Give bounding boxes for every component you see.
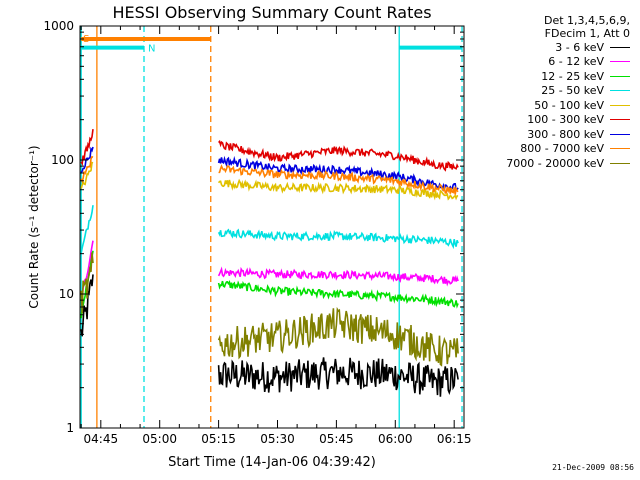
x-axis-label: Start Time (14-Jan-06 04:39:42) (168, 455, 376, 470)
legend-entry: 7000 - 20000 keV (474, 156, 634, 171)
x-tick-label: 05:30 (260, 432, 295, 446)
y-axis-label: Count Rate (s⁻¹ detector⁻¹) (27, 145, 41, 308)
legend-swatch (610, 75, 630, 77)
generated-timestamp: 21-Dec-2009 08:56 (552, 463, 634, 472)
legend-swatch (610, 162, 630, 164)
legend-swatch (610, 90, 630, 92)
series-line (218, 164, 459, 195)
series-line (217, 155, 459, 193)
series-line (80, 128, 94, 167)
legend-swatch (610, 148, 630, 150)
legend-entry: 300 - 800 keV (474, 127, 634, 142)
x-tick-label: 05:00 (142, 432, 177, 446)
legend-entry: 100 - 300 keV (474, 113, 634, 128)
legend-entry: 6 - 12 keV (474, 55, 634, 70)
flag-label: S (83, 34, 89, 45)
series-line (217, 306, 459, 367)
legend-entry: 3 - 6 keV (474, 40, 634, 55)
x-tick-label: 06:15 (437, 432, 472, 446)
legend-swatch (610, 61, 630, 63)
plot-frame (79, 25, 465, 429)
legend-swatch (610, 104, 630, 106)
series-line (217, 228, 459, 250)
y-tick-label: 10 (59, 287, 74, 301)
series-line (217, 357, 459, 397)
series-line (218, 139, 459, 172)
x-tick-label: 05:15 (201, 432, 236, 446)
legend-swatch (610, 119, 630, 121)
legend-entry: 12 - 25 keV (474, 69, 634, 84)
series-line (217, 266, 459, 287)
series-line (80, 146, 94, 173)
series-line (217, 178, 459, 201)
x-tick-label: 05:45 (319, 432, 354, 446)
y-tick-label: 100 (51, 153, 74, 167)
chart-title: HESSI Observing Summary Count Rates (112, 3, 431, 22)
legend-label: 25 - 50 keV (541, 84, 604, 98)
legend-entry: 800 - 7000 keV (474, 142, 634, 157)
legend: Det 1,3,4,5,6,9, FDecim 1, Att 0 3 - 6 k… (474, 14, 634, 171)
legend-label: 6 - 12 keV (548, 55, 604, 69)
flag-label: N (148, 44, 155, 55)
series-line (80, 274, 94, 337)
series-line (80, 155, 94, 184)
legend-label: 100 - 300 keV (527, 113, 604, 127)
y-tick-label: 1 (66, 421, 74, 435)
legend-header-line-2: FDecim 1, Att 0 (544, 27, 630, 40)
legend-header-line-1: Det 1,3,4,5,6,9, (543, 14, 630, 27)
legend-label: 7000 - 20000 keV (506, 156, 604, 170)
legend-swatch (610, 46, 630, 48)
series-line (80, 161, 94, 189)
legend-entry: 50 - 100 keV (474, 98, 634, 113)
x-tick-label: 06:00 (378, 432, 413, 446)
legend-label: 300 - 800 keV (527, 127, 604, 141)
legend-label: 50 - 100 keV (534, 98, 604, 112)
legend-entry: 25 - 50 keV (474, 84, 634, 99)
series-line (80, 205, 94, 254)
legend-swatch (610, 133, 630, 135)
legend-label: 12 - 25 keV (541, 69, 604, 83)
legend-label: 3 - 6 keV (555, 40, 604, 54)
y-tick-label: 1000 (43, 19, 74, 33)
series-line (80, 252, 94, 314)
series-line (217, 279, 459, 309)
x-tick-label: 04:45 (84, 432, 119, 446)
legend-label: 800 - 7000 keV (520, 142, 604, 156)
